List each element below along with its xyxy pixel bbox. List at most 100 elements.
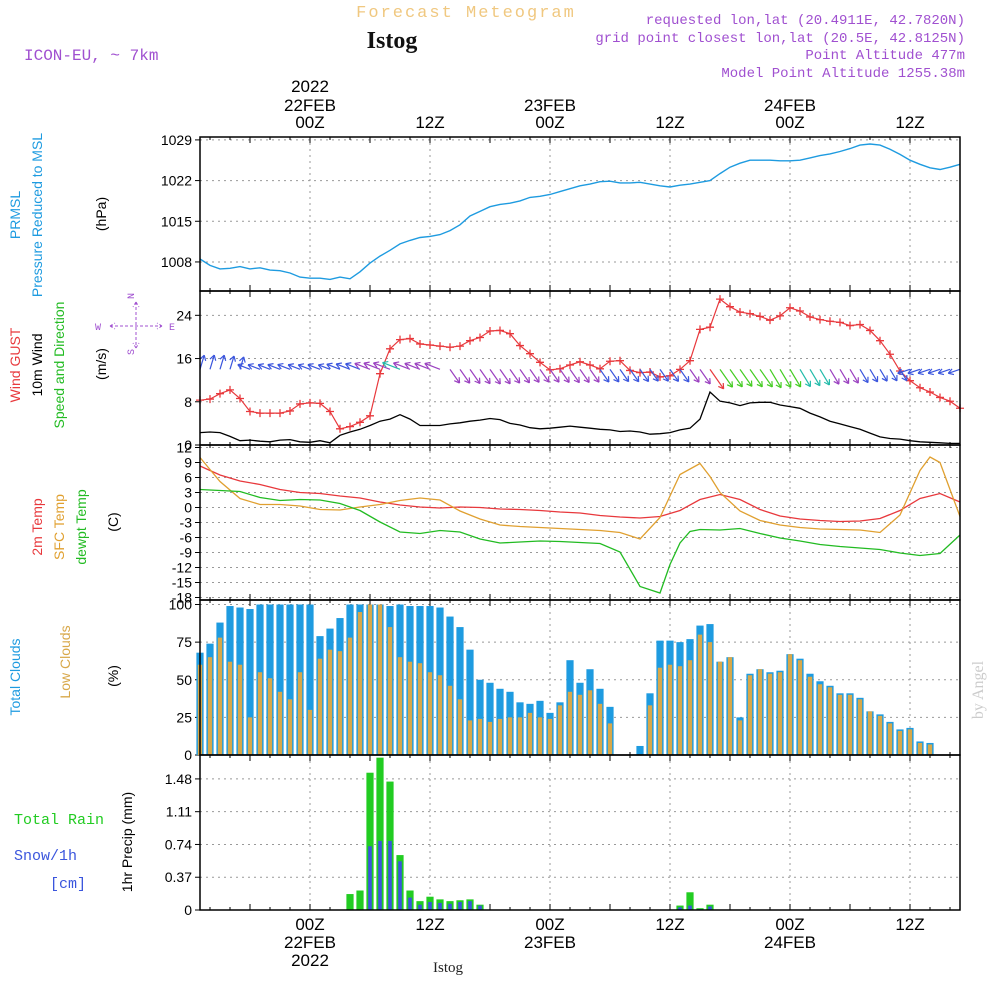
gust-marker <box>566 361 574 370</box>
wind-arrow <box>499 369 511 385</box>
gust-marker <box>916 383 924 392</box>
wind-arrow <box>859 369 869 383</box>
wind-arrow-head <box>833 378 840 385</box>
wind-arrow <box>907 368 921 374</box>
wind-arrow-head <box>907 368 914 376</box>
wind-arrow-head <box>927 368 934 376</box>
total-cloud-bar <box>466 649 474 755</box>
low-cloud-bar <box>597 703 603 755</box>
wind-arrow-head <box>652 375 659 382</box>
snow-bar <box>438 902 442 910</box>
snow-bar <box>708 906 712 910</box>
gust-marker <box>426 341 434 350</box>
gust-marker <box>556 364 564 373</box>
gust-marker <box>766 316 774 325</box>
wind-arrow <box>749 369 763 388</box>
gust-marker <box>246 407 254 416</box>
bottom-time-label: 00Z <box>295 915 324 934</box>
temperature-ytick-label: 0 <box>184 500 192 516</box>
wind-arrow-head <box>484 377 491 385</box>
low-cloud-bar <box>687 660 693 755</box>
wind-arrow-head <box>804 380 811 388</box>
gust-marker <box>336 424 344 433</box>
low-cloud-bar <box>607 723 613 755</box>
wind-arrow-head <box>494 378 501 385</box>
snow-bar <box>388 840 392 910</box>
gust-marker <box>356 418 364 427</box>
gust-marker <box>826 317 834 326</box>
bottom-time-label: 00Z <box>775 915 804 934</box>
wind-arrow <box>449 369 461 384</box>
low-cloud-bar <box>927 744 933 755</box>
header: Forecast Meteogram Istog ICON-EU, ~ 7km … <box>24 4 987 976</box>
low-cloud-bar <box>717 661 723 755</box>
wind-arrow <box>519 369 530 384</box>
low-cloud-bar <box>227 661 233 755</box>
low-cloud-bar <box>207 657 213 755</box>
gust-marker <box>416 339 424 348</box>
wind-arrow-head <box>345 362 352 369</box>
low-cloud-bar <box>327 649 333 755</box>
bottom-time-label: 12Z <box>415 915 444 934</box>
gust-marker <box>386 344 394 353</box>
temperature-ytick-label: -6 <box>180 530 193 546</box>
wind-arrow-head <box>543 376 550 383</box>
wind-arrow-head <box>642 375 650 383</box>
top-time-label: 24FEB <box>764 96 816 115</box>
ylabel: Total Clouds <box>7 638 23 715</box>
gust-marker <box>756 312 764 321</box>
ylabel: PRMSL <box>7 191 23 239</box>
ylabel-unit: (C) <box>105 512 121 531</box>
temp-line-0 <box>199 465 961 523</box>
wind-arrow <box>382 362 401 370</box>
precip-ytick-label: 1.48 <box>165 771 192 787</box>
wind-arrow <box>479 369 491 385</box>
total-cloud-bar <box>286 604 294 755</box>
low-cloud-bar <box>417 663 423 755</box>
top-year-label: 2022 <box>291 77 329 96</box>
rain-bar <box>376 757 384 910</box>
rain-bar <box>686 892 694 910</box>
low-cloud-bar <box>457 699 463 755</box>
gust-marker <box>236 394 244 403</box>
top-time-label: 12Z <box>895 113 924 132</box>
wind-arrow <box>869 369 879 383</box>
requested-coords: requested lon,lat (20.4911E, 42.7820N) <box>646 13 965 29</box>
wind-arrow-head <box>382 360 389 368</box>
ylabel: dewpt Temp <box>73 489 89 564</box>
wind-arrow <box>609 369 620 383</box>
wind-arrow-head <box>239 356 246 363</box>
wind-arrow-head <box>785 381 792 388</box>
snow-bar <box>428 902 432 910</box>
total-cloud-bar <box>456 627 464 755</box>
gust-marker <box>456 342 464 351</box>
legend-rain: Total Rain <box>14 812 104 829</box>
wind-arrow <box>414 362 431 370</box>
wind-arrow <box>393 362 411 370</box>
low-cloud-bar <box>257 672 263 755</box>
wind-arrow-head <box>917 368 924 376</box>
precip-ytick-label: 1.11 <box>166 804 192 820</box>
gust-marker <box>666 371 674 380</box>
grid-point-coords: grid point closest lon,lat (20.5E, 42.81… <box>595 31 965 47</box>
wind-arrow <box>679 369 690 383</box>
gust-marker <box>316 399 324 408</box>
wind-arrow <box>739 369 753 387</box>
wind-arrow <box>363 362 381 370</box>
gust-marker <box>476 333 484 342</box>
precip-panel: 0 0.37 0.74 1.11 1.48 1hr Precip (mm) Total Ra… <box>14 755 960 918</box>
location-title: Istog <box>367 28 418 54</box>
gust-marker <box>496 326 504 335</box>
wind-arrow-head <box>392 361 400 368</box>
legend-snow: Snow/1h <box>14 848 77 865</box>
low-cloud-bar <box>917 742 923 755</box>
gust-marker <box>626 366 634 375</box>
wind-arrow-head <box>718 382 725 390</box>
low-cloud-bar <box>577 694 583 755</box>
gust-marker <box>306 398 314 407</box>
wind-arrow-head <box>746 380 753 387</box>
temp-line-1 <box>199 456 961 540</box>
gust-marker <box>776 311 784 320</box>
low-cloud-bar <box>277 691 283 755</box>
wind-arrow <box>629 369 640 383</box>
